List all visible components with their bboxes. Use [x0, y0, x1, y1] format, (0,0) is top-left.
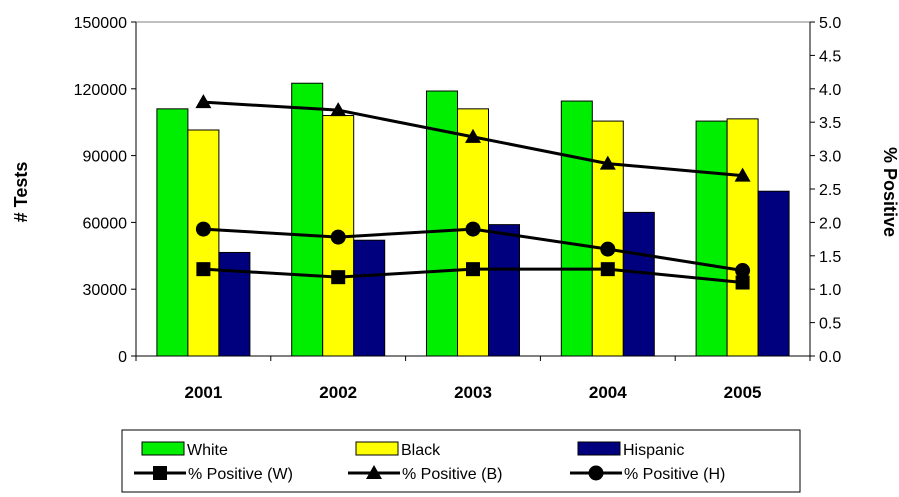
marker-series-1-2004	[600, 262, 615, 277]
x-tick-label: 2001	[184, 383, 222, 402]
legend-label-black: Black	[401, 442, 441, 459]
marker-series-2-2003	[465, 128, 481, 143]
marker-series-1-2002	[331, 270, 346, 285]
marker-series-2-2001	[195, 94, 212, 109]
x-tick-label: 2005	[724, 383, 762, 402]
marker-series-3-2004	[600, 241, 616, 257]
legend-marker-3	[588, 465, 604, 481]
bar-hispanic-2005	[757, 190, 790, 357]
y2-tick-label: 0.5	[819, 316, 841, 333]
legend-marker-1	[153, 466, 167, 480]
y2-tick-label: 0.0	[819, 349, 841, 366]
y2-tick-label: 1.0	[819, 282, 841, 299]
marker-series-2-2005	[734, 167, 751, 182]
marker-series-3-2003	[465, 221, 481, 237]
legend-label-hispanic: Hispanic	[623, 442, 684, 459]
y2-tick-label: 2.5	[819, 182, 841, 199]
lines	[195, 94, 751, 290]
x-tick-label: 2003	[454, 383, 492, 402]
y2-tick-label: 4.5	[819, 48, 841, 65]
y2-tick-label: 5.0	[819, 15, 841, 32]
y-tick-label: 120000	[74, 82, 127, 99]
bar-white-2001	[156, 108, 189, 357]
legend-swatch-white	[141, 441, 185, 456]
y-tick-label: 90000	[83, 149, 128, 166]
y-tick-label: 60000	[83, 215, 128, 232]
y-tick-label: 0	[118, 349, 127, 366]
bar-black-2001	[187, 129, 220, 357]
y2-tick-label: 2.0	[819, 215, 841, 232]
legend: White Black Hispanic % Positive (W) % Positi…	[121, 429, 801, 493]
bar-hispanic-2001	[218, 251, 251, 357]
y2-axis-title: % Positive	[880, 147, 899, 237]
ticks: 0 30000 60000 90000 120000 150000 0.0 0.5 1.0 1.5…	[74, 15, 842, 402]
legend-marker-2	[366, 465, 382, 479]
y2-tick-label: 3.0	[819, 149, 841, 166]
x-tick-label: 2004	[589, 383, 627, 402]
x-tick-label: 2002	[319, 383, 357, 402]
legend-swatch-hispanic	[577, 441, 621, 456]
bar-hispanic-2002	[353, 239, 386, 357]
y2-tick-label: 3.5	[819, 115, 841, 132]
y-tick-label: 30000	[83, 282, 128, 299]
bar-white-2004	[560, 100, 593, 357]
legend-box	[121, 429, 801, 493]
legend-label-line-1: % Positive (W)	[188, 466, 293, 483]
marker-series-3-2005	[735, 262, 751, 278]
legend-label-line-2: % Positive (B)	[402, 466, 502, 483]
marker-series-1-2003	[466, 262, 480, 277]
marker-series-2-2004	[599, 155, 616, 170]
marker-series-3-2001	[195, 221, 211, 237]
legend-swatch-black	[355, 441, 399, 456]
y2-tick-label: 1.5	[819, 249, 841, 266]
bars	[156, 82, 790, 357]
y-tick-label: 150000	[74, 15, 127, 32]
bar-white-2002	[291, 82, 324, 357]
y2-tick-label: 4.0	[819, 82, 841, 99]
bar-black-2005	[726, 118, 759, 357]
y-axis-title: # Tests	[11, 162, 31, 223]
marker-series-3-2002	[330, 229, 346, 245]
marker-series-2-2002	[330, 102, 347, 117]
legend-label-white: White	[187, 442, 228, 459]
bar-white-2005	[695, 120, 728, 357]
marker-series-1-2001	[196, 262, 211, 277]
bar-hispanic-2003	[488, 224, 520, 357]
marker-series-1-2005	[735, 275, 750, 290]
bar-hispanic-2004	[622, 211, 655, 357]
legend-label-line-3: % Positive (H)	[624, 466, 725, 483]
